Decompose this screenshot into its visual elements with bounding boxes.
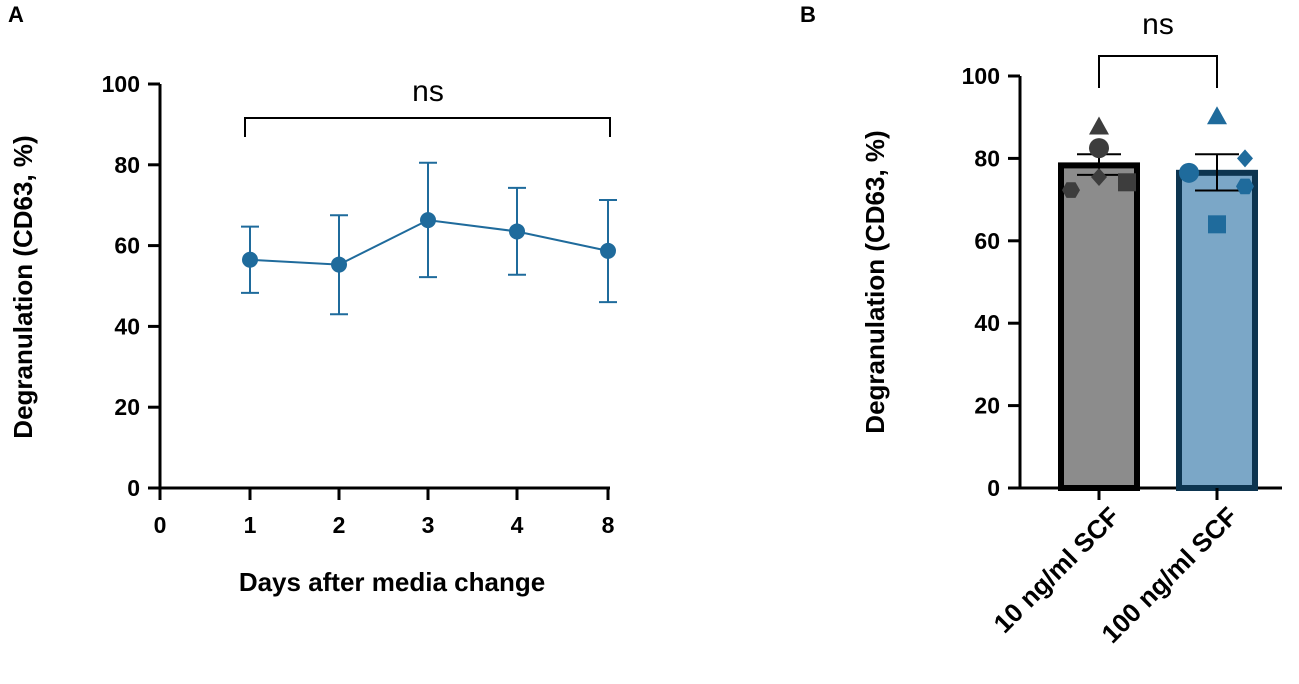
panel-a-significance-label: ns (412, 75, 444, 108)
panel-b-point-square (1118, 173, 1136, 192)
panel-a-x-tick-label: 0 (154, 512, 167, 538)
panel-b-point-triangle (1089, 116, 1109, 135)
panel-a-data-point (331, 256, 347, 273)
panel-b-point-diamond (1091, 167, 1107, 186)
panel-b-point-square (1208, 215, 1226, 234)
panel-b-label: B (800, 2, 816, 27)
panel-a-x-tick-label: 3 (422, 512, 435, 538)
panel-b-significance-bracket (1098, 55, 1218, 88)
panel-b-y-tick-label: 80 (974, 145, 1000, 171)
panel-b-y-tick-label: 20 (974, 393, 1000, 419)
panel-a-y-tick-label: 80 (114, 152, 140, 178)
panel-a-significance-bracket (244, 117, 611, 137)
panel-b-point-triangle (1207, 106, 1227, 125)
panel-b-y-tick-label: 100 (962, 63, 1000, 89)
panel-a-label: A (8, 2, 24, 27)
panel-a-data-point (600, 242, 616, 259)
panel-b-bar (1058, 162, 1140, 492)
panel-a-data-point (420, 212, 436, 229)
panel-b-y-axis-label: Degranulation (CD63, %) (860, 130, 890, 433)
panel-a-y-tick-label: 60 (114, 233, 140, 259)
panel-a-y-tick-label: 40 (114, 313, 140, 339)
panel-b-point-hexagon (1236, 178, 1254, 195)
panel-a-x-tick-label: 1 (244, 512, 257, 538)
panel-b-y-tick-label: 0 (987, 475, 1000, 501)
panel-a-plot: 0 20 40 60 80 100 0 1 2 3 4 8 (102, 71, 617, 538)
panel-a-data-point (509, 223, 525, 240)
panel-b-point-circle (1089, 138, 1109, 159)
panel-a-x-tick-label: 8 (602, 512, 615, 538)
panel-b-y-tick-label: 60 (974, 228, 1000, 254)
panel-b-point-circle (1179, 162, 1199, 183)
panel-a-x-axis-label: Days after media change (239, 567, 545, 597)
panel-a-y-tick-label: 0 (127, 475, 140, 501)
panel-a-y-axis-label: Degranulation (CD63, %) (8, 135, 38, 438)
panel-b-y-tick-label: 40 (974, 310, 1000, 336)
panel-b-significance-label: ns (1142, 8, 1174, 41)
panel-a-y-tick-label: 100 (102, 71, 140, 97)
panel-b-point-hexagon (1062, 182, 1080, 198)
panel-a-x-tick-label: 2 (333, 512, 346, 538)
panel-a-data-point (242, 251, 258, 268)
panel-a-y-tick-label: 20 (114, 394, 140, 420)
panel-b-point-diamond (1237, 149, 1253, 168)
panel-a-x-tick-label: 4 (511, 512, 524, 538)
